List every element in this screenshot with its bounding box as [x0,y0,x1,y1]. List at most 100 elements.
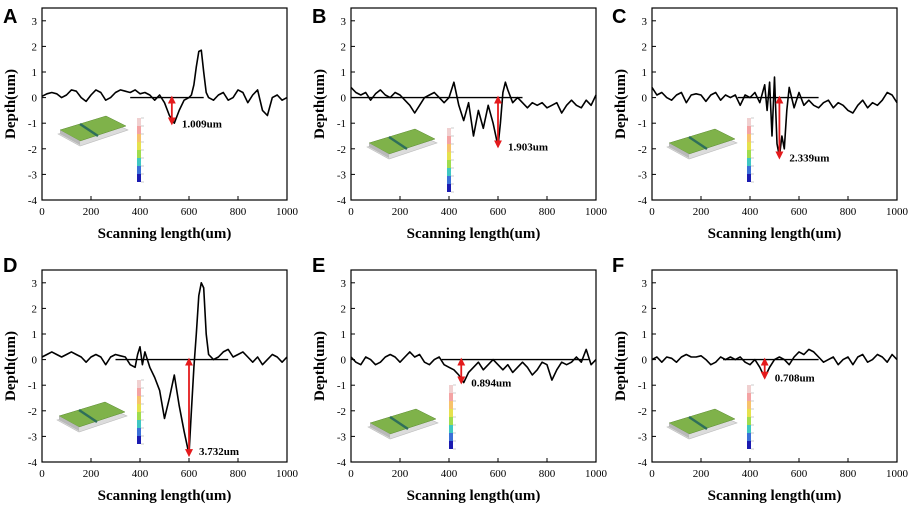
panel-c-xtick-label: 0 [649,206,655,218]
panel-a-xtick-label: 600 [181,206,198,218]
panel-d-xtick-label: 200 [83,468,100,480]
panel-b-ytick-label: 3 [341,16,347,28]
panel-b-letter: B [312,6,326,28]
panel-f-xtick-label: 800 [840,468,857,480]
panel-b-profile-line [350,81,597,147]
panel-a-ylabel: Depth(um) [3,69,19,139]
panel-d-xtick-label: 400 [132,468,149,480]
panel-f-scratch-groove [688,415,708,431]
panel-c-scratch-groove [688,135,708,151]
panel-e-ytick-label: 2 [341,303,347,315]
panel-c-xtick-label: 800 [840,206,857,218]
panel-d-colorbar [137,379,144,445]
panel-a: A 0 200 400 600 800 1000 -4 -3 -2 -1 0 1 2 3 Scanning l… [3,6,299,242]
panel-e-xlabel: Scanning length(um) [407,488,541,504]
panel-e-xtick-label: 800 [539,468,556,480]
panel-b-axes-frame [350,7,597,201]
panel-c-ytick-label: 2 [642,41,648,53]
panel-d-ytick-label: -3 [28,431,38,443]
panel-e-surface-inset [367,408,439,440]
panel-a-ytick-label: 3 [32,16,38,28]
panel-b-ytick-label: -4 [337,195,347,207]
panel-f-xtick-label: 600 [791,468,808,480]
panel-d-surface-inset [56,401,128,433]
panel-f-xlabel: Scanning length(um) [708,488,842,504]
panel-a-letter: A [3,6,17,28]
panel-e-scratch-groove [389,415,409,431]
panel-d-xtick-label: 1000 [276,468,299,480]
panel-b-ytick-label: 1 [341,67,347,79]
panel-f-ylabel: Depth(um) [613,331,629,401]
panel-a-xtick-label: 200 [83,206,100,218]
panel-c-xtick-label: 400 [742,206,759,218]
panel-f-surface-inset [666,408,738,440]
panel-c-ytick-label: 3 [642,16,648,28]
panel-e-xtick-label: 400 [441,468,458,480]
panel-a-ytick-label: 0 [32,93,38,105]
panel-c-ytick-label: -3 [638,169,648,181]
panel-a-ytick-label: -3 [28,169,38,181]
panel-b-xtick-label: 200 [392,206,409,218]
panel-e-ylabel: Depth(um) [312,331,328,401]
panel-e-ytick-label: 0 [341,355,347,367]
panel-c-letter: C [612,6,626,28]
panel-b-ytick-label: -2 [337,144,346,156]
panel-b-scratch-groove [388,135,408,151]
panel-e-ytick-label: 3 [341,278,347,290]
panel-f-ytick-label: 1 [642,329,648,341]
panel-b-xtick-label: 1000 [585,206,608,218]
panel-d-ytick-label: 2 [32,303,38,315]
panel-a-ytick-label: 1 [32,67,38,79]
panel-e-ytick-label: 1 [341,329,347,341]
panel-f-xtick-label: 200 [693,468,710,480]
panel-a-xtick-label: 400 [132,206,149,218]
panel-c-ylabel: Depth(um) [613,69,629,139]
panel-e-letter: E [312,255,325,277]
panel-f-xtick-label: 1000 [886,468,909,480]
panel-b-xtick-label: 400 [441,206,458,218]
panel-d: D 0 200 400 600 800 1000 -4 -3 -2 -1 0 1 2 3 Scanning l… [3,255,299,504]
panel-e-ytick-label: -4 [337,457,347,469]
panel-a-surface-inset [57,115,129,147]
panel-e-depth-label: 0.894um [471,377,511,389]
panel-b-surface-inset [366,128,438,160]
panel-e-xtick-label: 200 [392,468,409,480]
panel-c-ytick-label: 1 [642,67,648,79]
panel-e-ytick-label: -3 [337,431,347,443]
panel-f-letter: F [612,255,624,277]
panel-d-ytick-label: 1 [32,329,38,341]
panel-a-depth-label: 1.009um [182,118,222,130]
panel-f-colorbar [747,384,754,450]
panel-d-scratch-groove [78,408,98,424]
panel-f-xtick-label: 400 [742,468,759,480]
panel-b-ytick-label: -3 [337,169,347,181]
panel-b-ytick-label: 2 [341,41,347,53]
panel-a-xtick-label: 1000 [276,206,299,218]
panel-f-depth-label: 0.708um [775,373,815,385]
panel-e-xtick-label: 0 [348,468,354,480]
panel-d-ytick-label: 0 [32,355,38,367]
panel-f-axes-frame [651,269,898,463]
panel-d-ytick-label: -4 [28,457,38,469]
panel-a-ytick-label: -2 [28,144,37,156]
panel-b-ytick-label: -1 [337,118,346,130]
panel-b-xlabel: Scanning length(um) [407,226,541,242]
panel-f-ytick-label: -2 [638,406,647,418]
panel-e: E 0 200 400 600 800 1000 -4 -3 -2 -1 0 1 2 3 Scanning l… [312,255,608,504]
panel-b: B 0 200 400 600 800 1000 -4 -3 -2 -1 0 1 2 3 Scanning l… [312,6,608,242]
panel-d-ytick-label: 3 [32,278,38,290]
panel-a-scratch-groove [79,122,99,138]
panel-b-xtick-label: 600 [490,206,507,218]
panel-f-xtick-label: 0 [649,468,655,480]
panel-c-xtick-label: 600 [791,206,808,218]
panel-c-ytick-label: -4 [638,195,648,207]
panel-a-ytick-label: -4 [28,195,38,207]
panel-c-colorbar [747,117,754,183]
panel-e-xtick-label: 1000 [585,468,608,480]
panel-b-colorbar [447,127,454,193]
panel-f-ytick-label: -3 [638,431,648,443]
panel-d-ylabel: Depth(um) [3,331,19,401]
panel-c-surface-inset [666,128,738,160]
panel-d-ytick-label: -1 [28,380,37,392]
